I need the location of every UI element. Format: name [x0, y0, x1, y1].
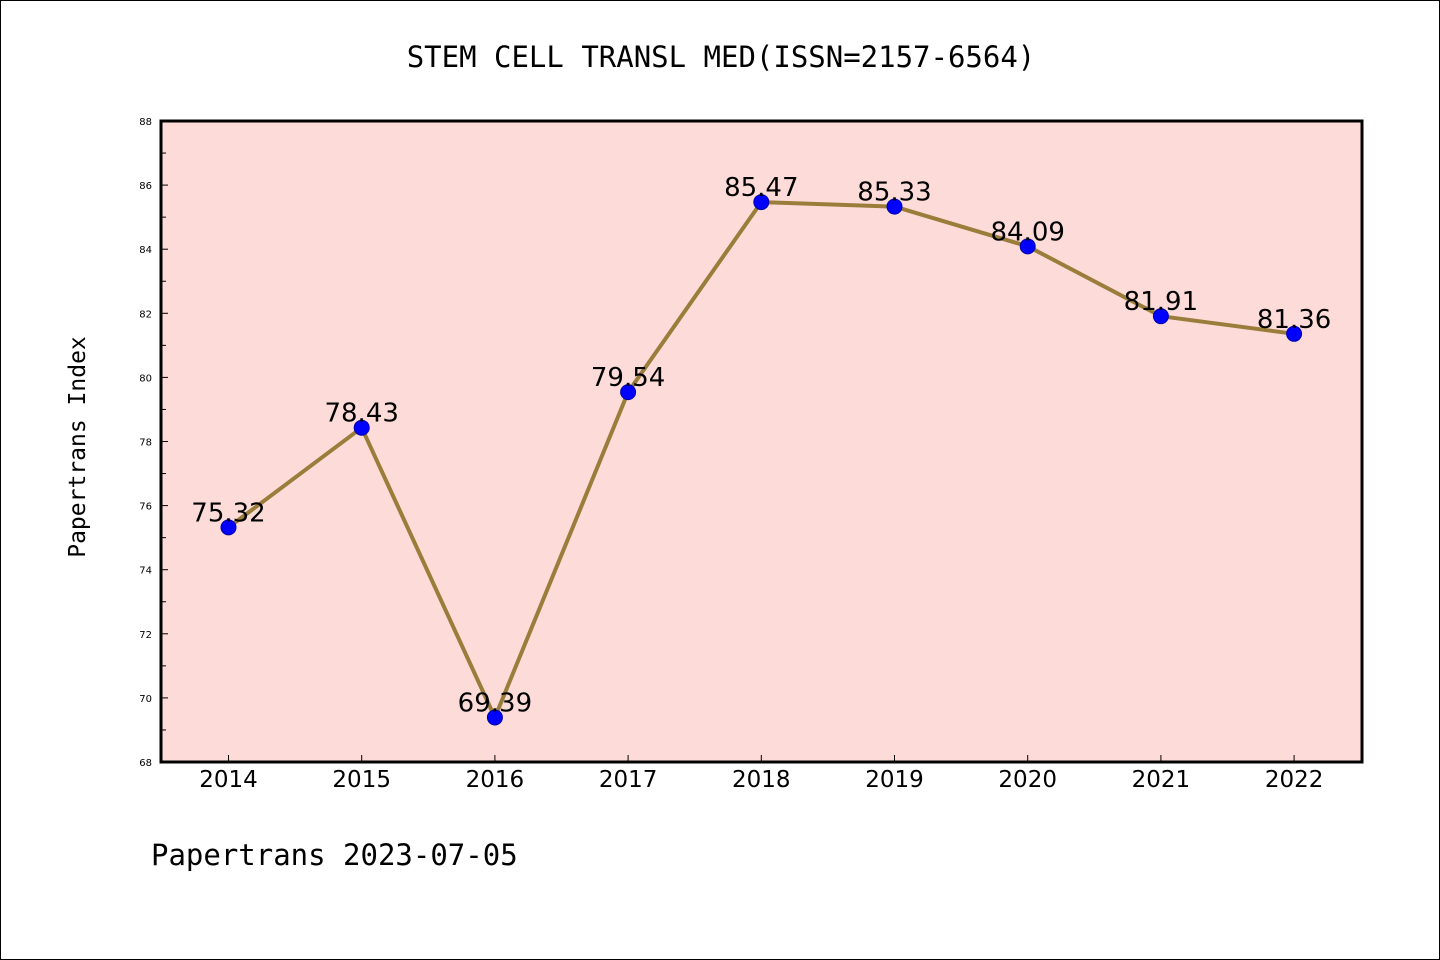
plot-area [161, 121, 1362, 762]
y-tick-label: 72 [139, 630, 152, 641]
y-tick-label: 88 [139, 117, 152, 128]
x-tick-label: 2018 [732, 767, 791, 793]
chart-title: STEM CELL TRANSL MED(ISSN=2157-6564) [407, 40, 1036, 74]
y-tick-label: 78 [139, 438, 152, 449]
x-tick-label: 2019 [865, 767, 924, 793]
x-tick-label: 2021 [1132, 767, 1191, 793]
data-label: 85.33 [857, 178, 931, 208]
plot-border [159, 119, 1364, 764]
data-labels: 75.32 78.43 69.39 79.54 85.47 85.33 84.09 81.91… [191, 173, 1331, 718]
data-point-marker [753, 194, 770, 211]
data-point-marker [353, 419, 370, 436]
y-tick-label: 80 [139, 373, 152, 384]
data-point-marker [1019, 238, 1036, 255]
x-tick-label: 2015 [332, 767, 391, 793]
data-point-marker [620, 384, 637, 401]
x-tick-label: 2017 [599, 767, 658, 793]
x-tick-label: 2020 [998, 767, 1057, 793]
x-tick-label: 2016 [466, 767, 525, 793]
y-axis-label: Papertrans Index [65, 336, 91, 558]
data-point-marker [220, 519, 237, 536]
y-tick-label: 76 [139, 502, 152, 513]
x-axis-ticks: 2014 2015 2016 2017 2018 2019 2020 2021 2022 [199, 755, 1323, 793]
data-point-marker [1152, 308, 1169, 325]
data-label: 85.47 [724, 173, 798, 203]
y-tick-label: 68 [139, 758, 152, 769]
data-label: 75.32 [191, 498, 265, 528]
series-markers [220, 194, 1303, 726]
x-tick-label: 2022 [1265, 767, 1324, 793]
data-point-marker [486, 709, 503, 726]
y-tick-label: 82 [139, 309, 152, 320]
y-tick-label: 70 [139, 694, 152, 705]
y-tick-label: 74 [139, 566, 152, 577]
footer-text: Papertrans 2023-07-05 [151, 838, 518, 872]
data-label: 78.43 [324, 399, 398, 429]
x-tick-label: 2014 [199, 767, 258, 793]
data-label: 79.54 [591, 363, 665, 393]
data-point-marker [1286, 325, 1303, 342]
data-point-marker [886, 198, 903, 215]
y-tick-label: 84 [139, 245, 152, 256]
data-label: 69.39 [458, 688, 532, 718]
data-label: 81.91 [1124, 287, 1198, 317]
data-label: 81.36 [1257, 305, 1331, 335]
data-label: 84.09 [990, 217, 1064, 247]
y-tick-label: 86 [139, 181, 152, 192]
